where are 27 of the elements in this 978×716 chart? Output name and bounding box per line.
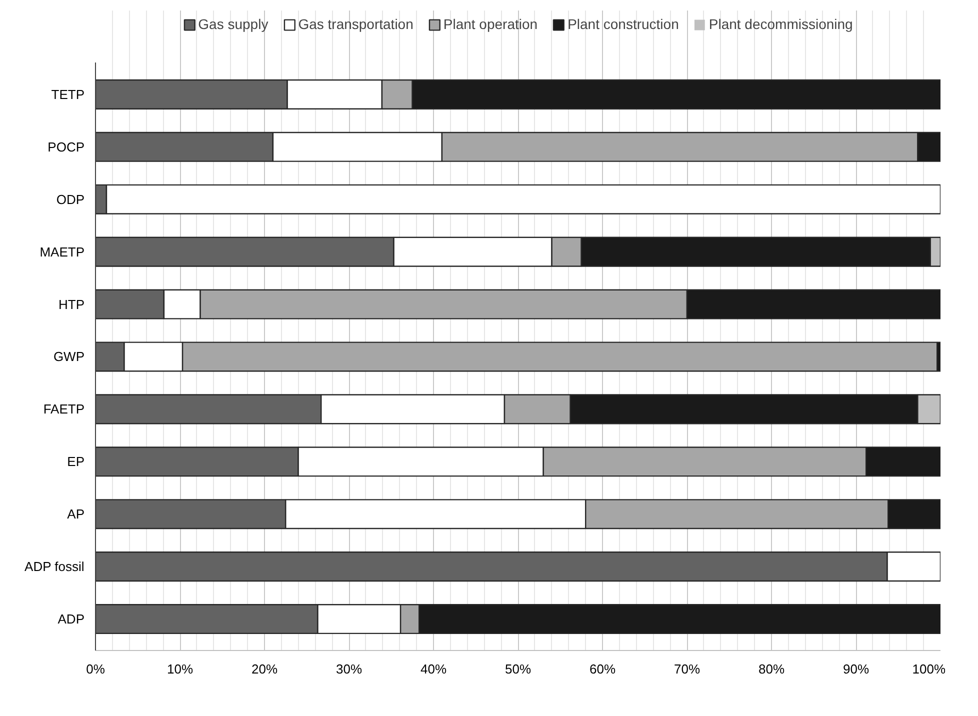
x-tick-label: 30% <box>336 662 362 676</box>
y-tick-label: POCP <box>48 139 84 154</box>
x-tick-label: 70% <box>674 662 700 676</box>
y-tick-label: GWP <box>53 349 85 364</box>
x-tick-label: 100% <box>912 662 946 676</box>
y-tick-label: EP <box>67 454 84 470</box>
legend-label: Plant operation <box>443 16 538 32</box>
y-tick-label: ODP <box>56 192 84 207</box>
x-tick-label: 20% <box>251 662 278 676</box>
x-tick-label: 60% <box>589 662 616 676</box>
y-tick-label: HTP <box>58 296 84 312</box>
y-tick-label: MAETP <box>40 244 85 260</box>
y-tick-label: TETP <box>51 86 85 102</box>
y-tick-label: ADP <box>58 612 85 627</box>
legend-label: Plant decommissioning <box>708 16 853 32</box>
x-tick-label: 0% <box>86 662 106 676</box>
x-tick-label: 80% <box>758 662 785 676</box>
y-tick-label: AP <box>67 506 84 522</box>
y-tick-label: FAETP <box>43 402 85 417</box>
x-tick-label: 10% <box>166 662 194 676</box>
y-tick-label: ADP fossil <box>24 559 84 574</box>
x-tick-label: 90% <box>842 662 870 676</box>
legend-label: Gas transportation <box>298 16 414 32</box>
legend-label: Plant construction <box>568 16 679 32</box>
x-tick-label: 50% <box>504 662 532 676</box>
legend-label: Gas supply <box>198 16 268 32</box>
x-tick-label: 40% <box>420 662 447 676</box>
